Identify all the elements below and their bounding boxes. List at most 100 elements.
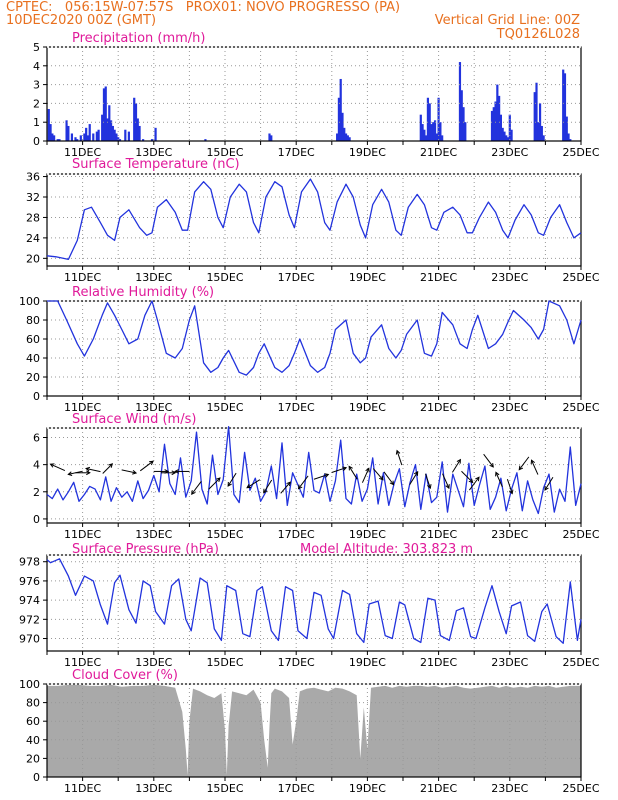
x-tick-label: 11DEC [64, 656, 101, 669]
wind-arrow-shaft [442, 473, 450, 489]
precip-bar [426, 97, 430, 141]
y-tick-label: 6 [33, 432, 40, 445]
wind-arrow-head [132, 470, 138, 475]
precip-bar [124, 129, 127, 141]
wind-arrow-head [518, 465, 524, 471]
wind-arrow-head [215, 477, 221, 483]
wind-arrow-shaft [331, 467, 347, 473]
precip-bar [336, 133, 339, 141]
x-tick-label: 23DEC [491, 271, 528, 284]
panel-title: Surface Wind (m/s) [72, 412, 196, 427]
wind-arrow [246, 479, 261, 489]
x-tick-label: 21DEC [420, 528, 457, 541]
y-tick-label: 0 [33, 513, 40, 526]
precip-bar [423, 129, 426, 141]
wind-arrow-head [67, 471, 73, 476]
x-tick-label: 15DEC [206, 528, 243, 541]
x-tick-label: 17DEC [278, 782, 315, 795]
panel-title: Relative Humidity (%) [72, 285, 214, 300]
series-line [47, 300, 582, 376]
precip-bar [501, 127, 504, 141]
precip-bar [537, 122, 540, 141]
wind-arrow-shaft [348, 466, 358, 480]
y-tick-label: 972 [19, 613, 40, 626]
wind-arrow-head [544, 486, 549, 491]
precip-bar [108, 105, 111, 141]
precip-bar [136, 118, 139, 141]
wind-arrow-head [49, 463, 55, 468]
panel-6: Cloud Cover (%) 0 20 40 60 80 100 11DEC 13DEC 15D… [19, 668, 600, 795]
wind-arrow-shaft [396, 450, 403, 466]
precip-bar [538, 103, 542, 141]
y-tick-label: 5 [33, 41, 40, 54]
wind-arrow [263, 479, 273, 494]
x-tick-label: 15DEC [206, 782, 243, 795]
wind-arrow [297, 475, 309, 490]
x-tick-label: 19DEC [349, 401, 386, 414]
wind-arrow-shaft [461, 470, 474, 483]
wind-arrow-shaft [139, 460, 154, 472]
wind-arrow-head [108, 463, 114, 468]
precip-bar [435, 133, 438, 141]
precip-bar [425, 135, 428, 141]
x-tick-label: 23DEC [491, 146, 528, 159]
x-tick-label: 13DEC [135, 528, 172, 541]
precip-bar [430, 124, 433, 141]
precip-bar [565, 116, 568, 141]
precip-bar [496, 84, 499, 141]
x-tick-label: 15DEC [206, 401, 243, 414]
wind-arrow-shaft [495, 472, 503, 487]
y-tick-label: 1 [33, 116, 40, 129]
panel-3: Relative Humidity (%) 0 20 40 60 80 100 11DEC 13… [19, 285, 600, 414]
panel-1: Precipitation (mm/h) 0 1 2 3 4 5 11DEC 13DEC 15DE… [33, 31, 600, 159]
precip-bar [47, 109, 50, 141]
precip-bar [104, 86, 107, 141]
precip-bar [492, 107, 495, 141]
precip-bar [441, 135, 444, 141]
x-tick-label: 17DEC [278, 146, 315, 159]
y-tick-label: 976 [19, 575, 40, 588]
y-tick-label: 2 [33, 97, 40, 110]
wind-arrow-shaft [121, 469, 137, 474]
precip-bar [542, 135, 545, 141]
precip-bar [535, 82, 538, 141]
wind-arrow-shaft [451, 459, 461, 473]
x-tick-label: 21DEC [420, 656, 457, 669]
wind-arrow-head [475, 476, 480, 482]
x-tick-label: 19DEC [349, 656, 386, 669]
y-tick-label: 2 [33, 486, 40, 499]
wind-arrow [518, 456, 530, 471]
y-tick-label: 40 [26, 734, 40, 747]
wind-arrow [361, 467, 370, 483]
wind-arrow-head [468, 478, 474, 484]
x-tick-label: 23DEC [491, 528, 528, 541]
y-tick-label: 20 [26, 252, 40, 265]
x-tick-label: 21DEC [420, 271, 457, 284]
wind-arrow-shaft [280, 481, 291, 494]
x-tick-label: 25DEC [562, 271, 599, 284]
wind-arrow [544, 476, 554, 491]
precip-bar [419, 114, 422, 141]
precip-bar [494, 101, 497, 141]
precip-bar [76, 139, 79, 141]
precip-bar [150, 139, 154, 141]
wind-arrow-shaft [246, 479, 261, 489]
precip-bar [268, 133, 271, 141]
y-tick-label: 20 [26, 752, 40, 765]
wind-arrow [425, 473, 432, 490]
wind-arrow-shaft [298, 475, 309, 489]
y-tick-label: 28 [26, 211, 40, 224]
wind-arrow-shaft [208, 477, 221, 490]
wind-arrow [530, 459, 539, 475]
wind-arrow [174, 469, 190, 474]
precip-bar [498, 95, 501, 141]
x-tick-label: 19DEC [349, 146, 386, 159]
y-tick-label: 974 [19, 594, 40, 607]
y-tick-label: 32 [26, 191, 40, 204]
y-tick-label: 100 [19, 295, 40, 308]
precip-bar [341, 112, 344, 141]
header-model-code: TQ0126L028 [496, 27, 580, 42]
wind-arrow-head [495, 471, 500, 477]
precip-bar [490, 110, 494, 141]
y-tick-label: 60 [26, 333, 40, 346]
